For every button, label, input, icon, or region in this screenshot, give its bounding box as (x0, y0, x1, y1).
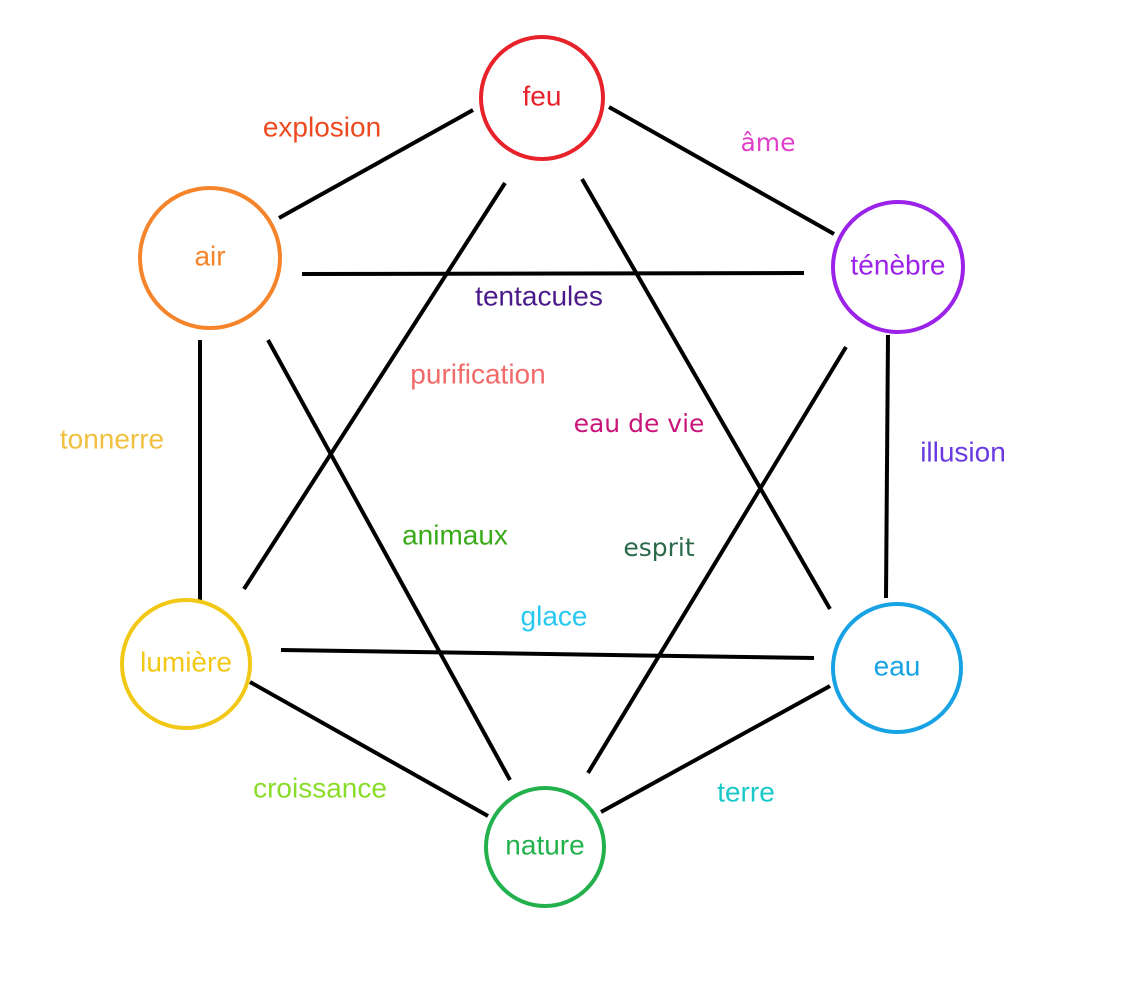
edge-eau-nature (600, 684, 831, 814)
edge-lumiere-nature (249, 680, 489, 818)
edge-label-feu-lumiere: purification (410, 358, 545, 389)
edge-label-feu-air: explosion (263, 111, 381, 142)
node-circle-air (138, 186, 282, 330)
node-tenebre: ténèbre (831, 200, 965, 334)
edge-label-tenebre-eau: illusion (920, 436, 1006, 467)
node-eau: eau (831, 602, 963, 734)
node-circle-feu (479, 35, 605, 161)
edge-label-tenebre-nature: esprit (623, 533, 694, 562)
edge-label-eau-nature: terre (717, 776, 775, 807)
node-circle-eau (831, 602, 963, 734)
node-label-tenebre: ténèbre (851, 249, 946, 280)
edge-air-tenebre (301, 271, 805, 276)
edges-layer (198, 105, 890, 818)
edge-label-air-lumiere: tonnerre (60, 423, 164, 454)
node-circle-nature (484, 786, 606, 908)
edge-feu-tenebre (608, 105, 835, 236)
node-label-feu: feu (523, 80, 562, 111)
nodes-layer: feu air ténèbre lumière eau nature (120, 35, 965, 908)
edge-air-nature (266, 339, 512, 781)
edge-tenebre-eau (884, 334, 890, 599)
edge-label-lumiere-eau: glace (521, 600, 588, 631)
node-label-air: air (194, 240, 225, 271)
node-circle-tenebre (831, 200, 965, 334)
node-nature: nature (484, 786, 606, 908)
edge-labels-layer: explosion âme tentacules purification eau de… (60, 111, 1006, 807)
edge-tenebre-nature (586, 345, 848, 775)
node-circle-lumiere (120, 598, 252, 730)
edge-feu-eau (580, 178, 832, 610)
edge-label-feu-eau: eau de vie (574, 409, 705, 438)
node-label-nature: nature (505, 829, 584, 860)
node-feu: feu (479, 35, 605, 161)
edge-label-feu-tenebre: âme (740, 128, 795, 157)
edge-feu-lumiere (242, 181, 507, 591)
edge-label-air-tenebre: tentacules (475, 280, 603, 311)
edge-feu-air (278, 108, 474, 220)
node-label-lumiere: lumière (140, 646, 232, 677)
edge-lumiere-eau (280, 648, 815, 660)
node-lumiere: lumière (120, 598, 252, 730)
edge-label-lumiere-nature: croissance (253, 772, 387, 803)
node-air: air (138, 186, 282, 330)
node-label-eau: eau (874, 650, 921, 681)
edge-label-air-nature: animaux (402, 519, 508, 550)
